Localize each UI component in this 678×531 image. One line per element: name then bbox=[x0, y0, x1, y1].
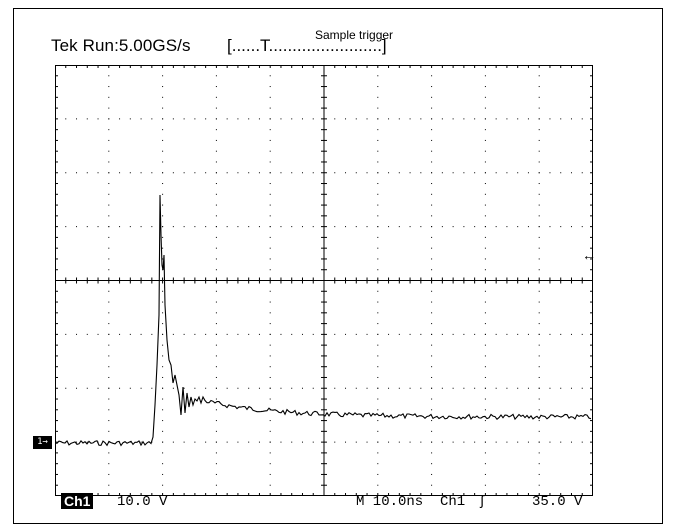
trigger-mode-label: Sample trigger bbox=[315, 28, 394, 42]
trigger-source-readout: Ch1 bbox=[440, 494, 466, 510]
trigger-position-bar: [......T........................] bbox=[227, 36, 387, 55]
waveform-trace bbox=[55, 194, 592, 447]
channel-badge: Ch1 bbox=[61, 493, 94, 509]
trigger-level-readout: 35.0 V bbox=[532, 494, 583, 510]
oscilloscope-frame bbox=[13, 8, 663, 524]
graticule-grid bbox=[55, 65, 593, 496]
acquisition-status: Tek Run:5.00GS/s bbox=[51, 36, 191, 55]
volts-per-div-readout: 10.0 V bbox=[117, 494, 168, 510]
channel-ground-marker[interactable]: 1→ bbox=[33, 436, 52, 449]
trigger-level-icon[interactable]: ← bbox=[582, 247, 596, 263]
timebase-readout: M 10.0ns bbox=[356, 494, 424, 510]
waveform-display bbox=[55, 65, 593, 496]
trigger-slope-icon: ʃ bbox=[478, 494, 487, 510]
